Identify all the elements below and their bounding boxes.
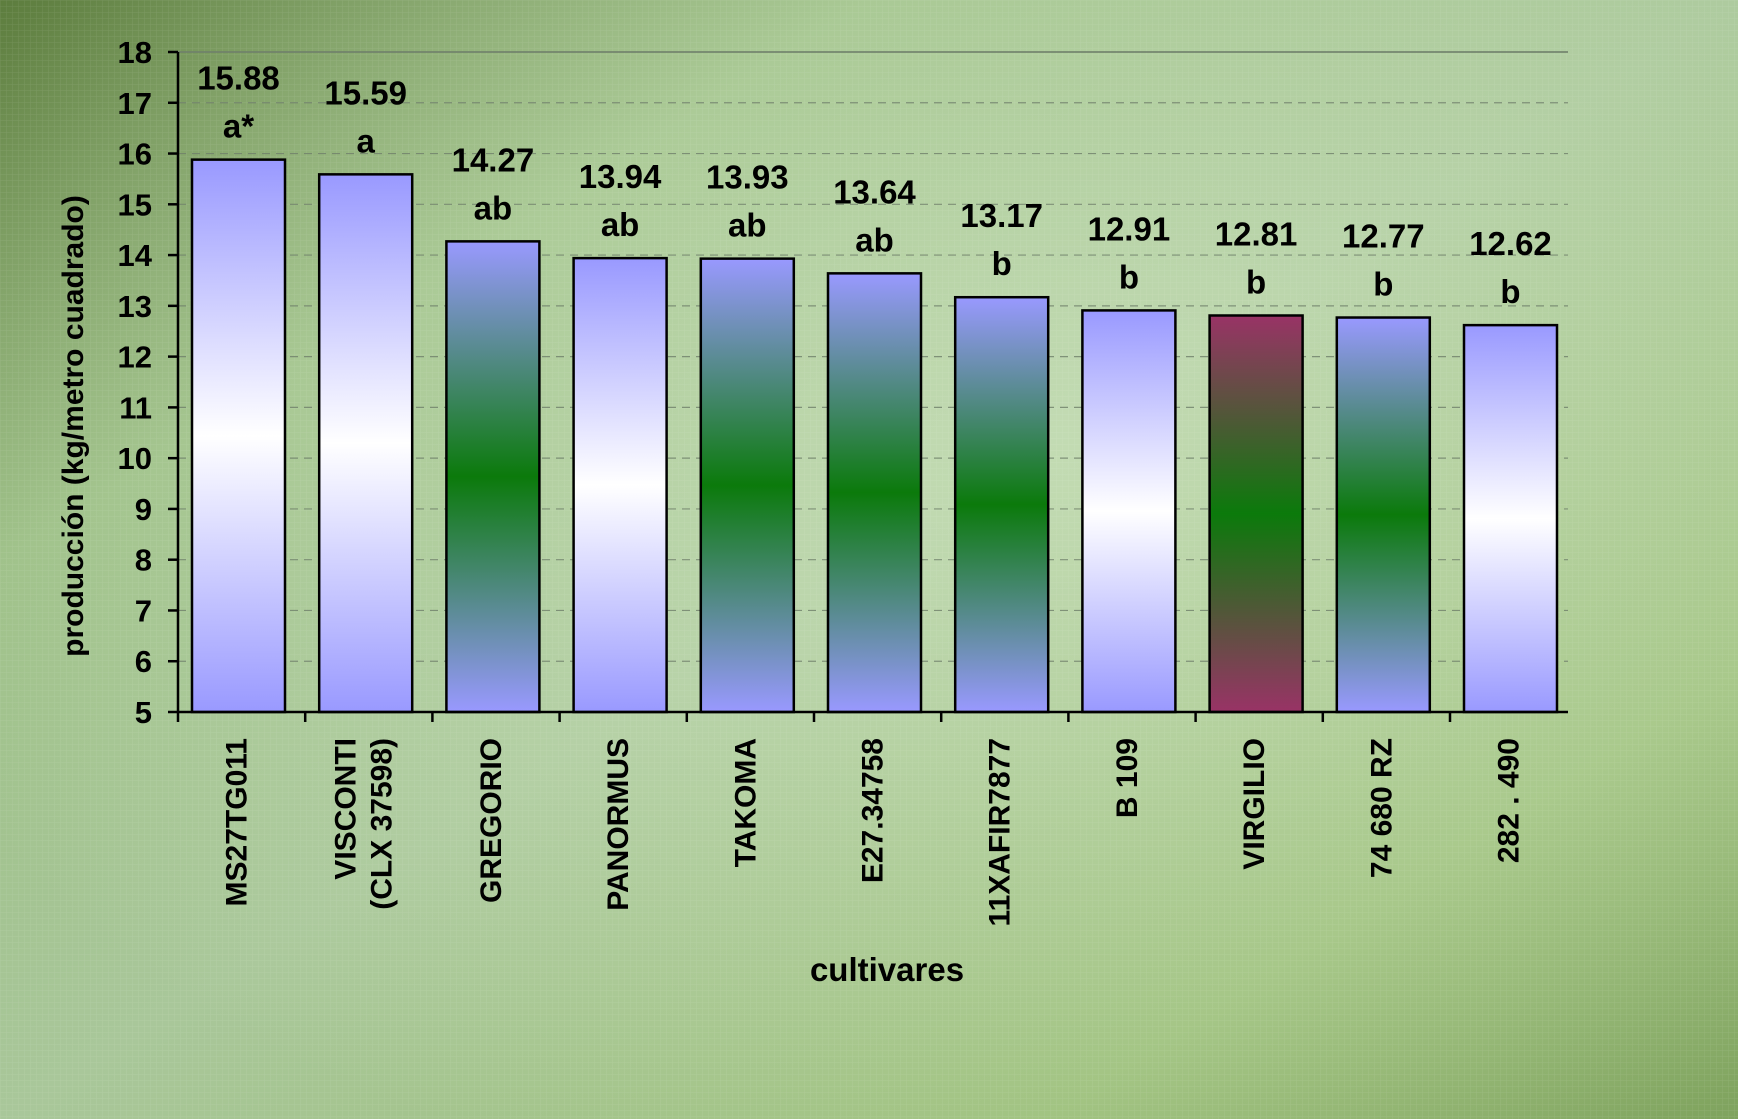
y-tick-label: 5 <box>135 695 152 730</box>
x-tick-label: 282 . 490 <box>1493 738 1526 863</box>
axes <box>168 50 1568 722</box>
y-tick-label: 6 <box>135 644 152 679</box>
bar <box>699 257 796 714</box>
y-tick-label: 12 <box>118 340 152 375</box>
x-tick-label: TAKOMA <box>729 738 762 867</box>
value-label: 13.17 <box>960 197 1043 234</box>
bar <box>190 158 287 714</box>
bar-series <box>190 158 1559 714</box>
significance-label: ab <box>474 189 513 226</box>
value-label: 12.62 <box>1469 225 1552 262</box>
significance-label: b <box>1500 273 1520 310</box>
tick-labels: MS27TG011 VISCONTI (CLX 37598) GREGORIO PANO… <box>118 35 1526 926</box>
bar <box>1335 316 1432 714</box>
bar <box>826 272 923 714</box>
y-tick-label: 17 <box>118 86 152 121</box>
x-tick-label: GREGORIO <box>475 738 508 903</box>
significance-label: ab <box>728 207 767 244</box>
x-tick-label: MS27TG011 <box>221 738 254 906</box>
y-tick-label: 7 <box>135 593 152 628</box>
significance-label: b <box>1119 258 1139 295</box>
bar <box>317 173 414 714</box>
x-axis-title: cultivares <box>810 951 964 988</box>
value-label: 12.77 <box>1342 218 1425 255</box>
significance-label: b <box>992 245 1012 282</box>
significance-label: b <box>1373 266 1393 303</box>
y-tick-label: 18 <box>118 35 152 70</box>
y-tick-label: 15 <box>118 187 152 222</box>
value-label: 13.94 <box>579 158 662 195</box>
x-tick-label: B 109 <box>1111 738 1144 818</box>
significance-label: b <box>1246 263 1266 300</box>
bar <box>1208 314 1304 714</box>
value-label: 12.91 <box>1088 210 1171 247</box>
y-tick-label: 14 <box>118 238 153 273</box>
y-tick-label: 13 <box>118 289 152 324</box>
x-tick-label: 74 680 RZ <box>1365 738 1398 878</box>
x-tick-label: 11XAFIR7877 <box>984 738 1017 926</box>
significance-label: a* <box>223 108 254 145</box>
bar <box>953 295 1050 714</box>
y-axis-title: producción (kg/metro cuadrado) <box>57 195 90 657</box>
y-tick-label: 9 <box>135 492 152 527</box>
value-label: 14.27 <box>452 141 535 178</box>
bar <box>1081 309 1177 714</box>
bar <box>572 256 668 714</box>
x-tick-label: E27.34758 <box>857 738 890 883</box>
value-label: 15.88 <box>197 60 280 97</box>
value-label: 12.81 <box>1215 215 1298 252</box>
value-label: 13.93 <box>706 159 789 196</box>
significance-label: a <box>357 122 376 159</box>
y-tick-label: 16 <box>118 137 152 172</box>
x-tick-label: (CLX 37598) <box>366 738 399 910</box>
bar <box>1462 323 1559 714</box>
y-tick-label: 10 <box>118 441 152 476</box>
y-tick-label: 8 <box>135 543 152 578</box>
bar <box>445 240 541 714</box>
value-label: 15.59 <box>324 74 407 111</box>
significance-label: ab <box>601 206 640 243</box>
significance-label: ab <box>855 221 894 258</box>
y-tick-label: 11 <box>119 390 152 425</box>
value-label: 13.64 <box>833 173 916 210</box>
x-tick-label: PANORMUS <box>602 738 635 911</box>
x-tick-label: VIRGILIO <box>1238 738 1271 870</box>
x-tick-label: VISCONTI <box>330 738 363 880</box>
data-labels: 15.88 a* 15.59 a 14.27 ab 13.94 ab 13.93 ab 13.64 a… <box>197 60 1552 311</box>
